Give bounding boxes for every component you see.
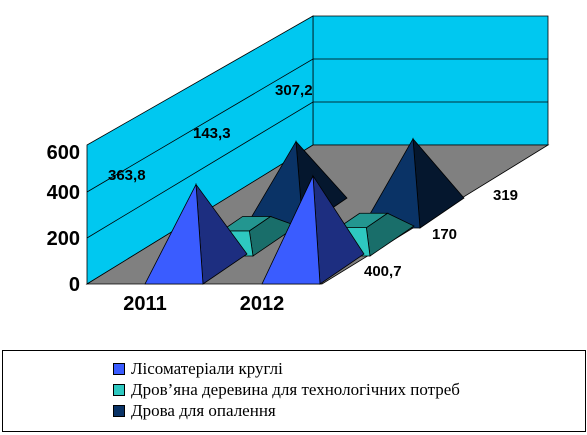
y-tick-400: 400 xyxy=(47,182,80,204)
chart-legend: Лісоматеріали круглі Дров’яна деревина д… xyxy=(2,350,586,432)
data-label-s1-2012: 400,7 xyxy=(364,263,402,280)
legend-swatch-firewood xyxy=(113,405,125,417)
y-tick-600: 600 xyxy=(47,142,80,164)
pyramid-s1-2011-front xyxy=(144,182,204,285)
legend-label-firewood: Дрова для опалення xyxy=(131,401,276,420)
x-tick-2012: 2012 xyxy=(240,293,285,315)
data-label-s1-2011: 363,8 xyxy=(108,167,146,184)
legend-item-roundwood: Лісоматеріали круглі xyxy=(113,359,283,379)
pyramid-s2-2011-top xyxy=(220,216,272,232)
data-label-s3-2012: 319 xyxy=(493,187,518,204)
gridline-200 xyxy=(86,101,548,239)
data-label-s2-2011: 143,3 xyxy=(193,125,231,142)
chart-back-wall xyxy=(312,15,549,146)
x-tick-2011: 2011 xyxy=(123,293,166,315)
gridlines xyxy=(86,58,548,239)
pyramid-s1-2012-front xyxy=(261,175,321,285)
legend-item-firewood: Дрова для опалення xyxy=(113,401,276,421)
data-label-s3-2011: 307,2 xyxy=(275,82,313,99)
legend-item-technological-wood: Дров’яна деревина для технологічних потр… xyxy=(113,380,460,400)
pyramid-s2-2012-top xyxy=(337,212,389,229)
gridline-400 xyxy=(86,58,548,193)
legend-swatch-technological-wood xyxy=(113,384,125,396)
pyramid-chart: 0 200 400 600 2011 2012 363,8 143,3 307,… xyxy=(47,15,550,315)
legend-label-roundwood: Лісоматеріали круглі xyxy=(131,359,283,378)
data-label-s2-2012: 170 xyxy=(432,226,457,243)
legend-label-technological-wood: Дров’яна деревина для технологічних потр… xyxy=(131,380,460,399)
legend-swatch-roundwood xyxy=(113,363,125,375)
y-tick-0: 0 xyxy=(69,274,80,296)
y-tick-200: 200 xyxy=(47,228,80,250)
